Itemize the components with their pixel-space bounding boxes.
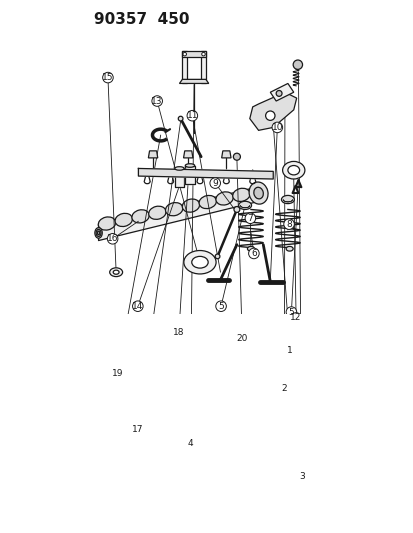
Ellipse shape	[199, 196, 216, 208]
Circle shape	[187, 110, 197, 121]
Circle shape	[132, 301, 143, 311]
Text: 17: 17	[132, 425, 143, 434]
Polygon shape	[201, 51, 205, 84]
Circle shape	[209, 178, 220, 188]
Polygon shape	[249, 92, 296, 131]
Text: 1: 1	[287, 346, 292, 354]
Circle shape	[178, 116, 183, 121]
Ellipse shape	[113, 270, 119, 274]
Circle shape	[132, 424, 143, 434]
Text: 20: 20	[236, 334, 247, 343]
Ellipse shape	[98, 217, 115, 230]
Text: 9: 9	[212, 179, 218, 188]
Polygon shape	[182, 51, 205, 57]
Ellipse shape	[97, 231, 100, 235]
Circle shape	[112, 368, 122, 379]
Circle shape	[233, 153, 240, 160]
Ellipse shape	[253, 187, 263, 199]
Circle shape	[102, 72, 113, 83]
Polygon shape	[185, 166, 194, 184]
Ellipse shape	[96, 229, 101, 237]
Text: 5: 5	[218, 302, 223, 311]
Text: 90357  450: 90357 450	[94, 12, 189, 27]
Circle shape	[173, 327, 184, 338]
Circle shape	[107, 233, 118, 244]
Text: 18: 18	[173, 328, 184, 337]
Text: 3: 3	[298, 472, 304, 481]
Text: 14: 14	[132, 302, 143, 311]
Ellipse shape	[247, 246, 254, 251]
Ellipse shape	[183, 251, 216, 274]
Polygon shape	[98, 186, 261, 240]
Text: 5: 5	[288, 308, 294, 317]
Polygon shape	[270, 84, 293, 101]
Circle shape	[183, 52, 186, 56]
Ellipse shape	[285, 246, 292, 251]
Circle shape	[265, 111, 274, 120]
Circle shape	[152, 96, 162, 106]
Ellipse shape	[238, 201, 251, 209]
Polygon shape	[183, 151, 192, 158]
Polygon shape	[138, 168, 273, 179]
Circle shape	[278, 383, 289, 393]
Circle shape	[284, 345, 295, 356]
Circle shape	[285, 307, 296, 317]
Ellipse shape	[281, 196, 294, 204]
Polygon shape	[221, 151, 230, 158]
Circle shape	[233, 207, 239, 213]
Text: 19: 19	[111, 369, 123, 378]
Ellipse shape	[185, 164, 194, 167]
Circle shape	[296, 471, 306, 481]
Ellipse shape	[232, 188, 249, 201]
Polygon shape	[148, 151, 157, 158]
Circle shape	[292, 60, 302, 69]
Ellipse shape	[249, 182, 267, 204]
Ellipse shape	[182, 199, 199, 212]
Text: 4: 4	[187, 439, 192, 448]
Polygon shape	[182, 51, 187, 84]
Text: 10: 10	[271, 123, 282, 132]
Ellipse shape	[287, 166, 299, 175]
Text: 13: 13	[151, 96, 163, 106]
Text: 2: 2	[281, 384, 287, 393]
Circle shape	[275, 91, 281, 96]
Ellipse shape	[191, 256, 208, 268]
Ellipse shape	[115, 213, 132, 227]
Text: 16: 16	[107, 235, 118, 243]
Ellipse shape	[165, 203, 183, 216]
Text: 8: 8	[285, 220, 291, 229]
Polygon shape	[179, 79, 208, 84]
Ellipse shape	[95, 228, 102, 238]
Text: 12: 12	[290, 313, 301, 322]
Circle shape	[283, 219, 294, 229]
Ellipse shape	[174, 167, 184, 170]
Ellipse shape	[132, 210, 149, 223]
Circle shape	[215, 254, 219, 259]
Ellipse shape	[148, 206, 166, 220]
Circle shape	[271, 122, 282, 133]
Circle shape	[184, 439, 195, 449]
Circle shape	[201, 52, 205, 56]
Circle shape	[248, 248, 259, 259]
Circle shape	[244, 213, 255, 223]
Ellipse shape	[109, 268, 122, 277]
Circle shape	[236, 333, 247, 344]
Text: 11: 11	[186, 111, 197, 120]
Text: 15: 15	[102, 73, 114, 82]
Circle shape	[215, 301, 226, 311]
Polygon shape	[174, 168, 184, 187]
Circle shape	[290, 313, 301, 323]
Text: 6: 6	[250, 249, 256, 258]
Ellipse shape	[216, 192, 233, 205]
Text: 7: 7	[247, 214, 253, 223]
Ellipse shape	[282, 161, 304, 179]
